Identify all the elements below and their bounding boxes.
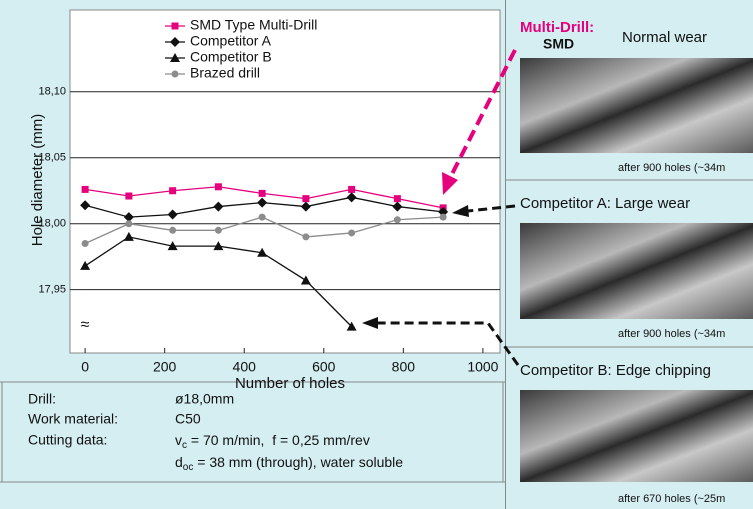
- x-tick-label: 400: [233, 359, 257, 375]
- text: = 38 mm (through), water soluble: [193, 454, 403, 470]
- photo: [520, 223, 753, 319]
- page: {"chart_data": {"type": "line", "y_label…: [0, 0, 753, 509]
- marker: [440, 214, 447, 221]
- panel-product: SMD: [543, 36, 574, 52]
- panel-title: Competitor A: Large wear: [520, 195, 690, 212]
- x-tick-label: 600: [312, 359, 336, 375]
- panel-caption: after 900 holes (~34m: [618, 328, 725, 340]
- marker: [82, 186, 89, 193]
- condition-value: ø18,0mm: [175, 391, 234, 407]
- legend-label: Competitor A: [190, 33, 272, 49]
- marker: [169, 227, 176, 234]
- y-tick-label: 18,10: [38, 86, 66, 98]
- legend-label: SMD Type Multi-Drill: [190, 17, 317, 33]
- photo: [520, 390, 753, 482]
- marker: [82, 240, 89, 247]
- symbol: d: [175, 454, 183, 470]
- marker: [348, 186, 355, 193]
- panel-brand: Multi-Drill:: [520, 19, 594, 36]
- condition-label: Drill:: [28, 391, 56, 407]
- marker: [394, 195, 401, 202]
- condition-label: Cutting data:: [28, 432, 107, 448]
- y-tick-label: 18,00: [38, 218, 66, 230]
- legend-marker: [172, 23, 179, 30]
- x-tick-label: 800: [392, 359, 416, 375]
- figure: Hole diameter (mm) Number of holes Drill…: [0, 0, 753, 509]
- photo-panels: Multi-Drill: SMD Normal wear after 900 h…: [520, 19, 753, 505]
- subscript: oc: [183, 462, 194, 473]
- marker: [125, 220, 132, 227]
- marker: [169, 187, 176, 194]
- x-tick-label: 1000: [467, 359, 498, 375]
- legend-label: Competitor B: [190, 49, 272, 65]
- marker: [259, 190, 266, 197]
- panel-caption: after 670 holes (~25m: [618, 493, 725, 505]
- axis-break: ≈: [81, 317, 90, 334]
- marker: [302, 233, 309, 240]
- condition-label: Work material:: [28, 411, 118, 427]
- x-tick-label: 200: [153, 359, 177, 375]
- marker: [215, 183, 222, 190]
- x-tick-label: 0: [81, 359, 89, 375]
- marker: [215, 227, 222, 234]
- plot-area: [70, 10, 500, 353]
- y-tick-label: 18,05: [38, 152, 66, 164]
- panel-title: Competitor B: Edge chipping: [520, 362, 711, 379]
- marker: [394, 216, 401, 223]
- legend-label: Brazed drill: [190, 65, 260, 81]
- photo: [520, 58, 753, 153]
- symbol: v: [175, 432, 182, 448]
- y-tick-label: 17,95: [38, 284, 66, 296]
- x-axis-label: Number of holes: [235, 375, 345, 392]
- text: = 70 m/min, f = 0,25 mm/rev: [187, 432, 370, 448]
- condition-value: C50: [175, 411, 201, 427]
- panel-title: Normal wear: [622, 29, 707, 46]
- legend-marker: [172, 71, 179, 78]
- marker: [259, 214, 266, 221]
- marker: [302, 195, 309, 202]
- panel-caption: after 900 holes (~34m: [618, 162, 725, 174]
- marker: [125, 193, 132, 200]
- marker: [348, 229, 355, 236]
